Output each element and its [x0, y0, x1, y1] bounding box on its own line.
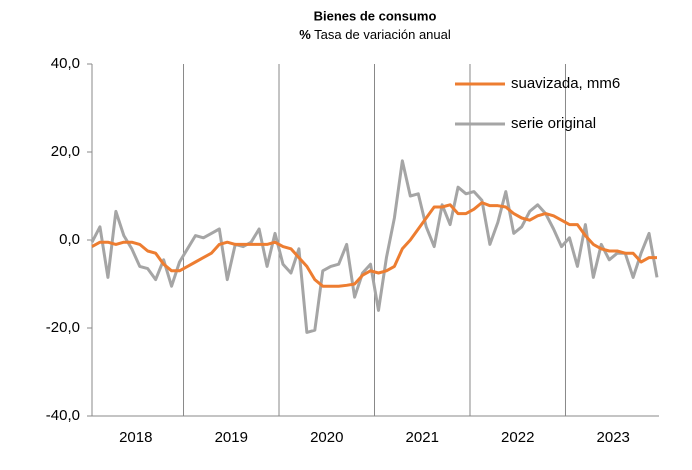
chart-subtitle: % Tasa de variación anual	[299, 27, 451, 42]
chart-title: Bienes de consumo	[314, 8, 437, 23]
y-tick-label: -20,0	[46, 319, 80, 336]
y-tick-label: 0,0	[59, 231, 80, 248]
y-tick-label: -40,0	[46, 407, 80, 424]
x-tick-label: 2019	[215, 429, 248, 446]
x-tick-label: 2023	[597, 429, 630, 446]
subtitle-prefix: %	[299, 27, 311, 42]
legend-label: suavizada, mm6	[511, 75, 620, 92]
x-tick-label: 2022	[501, 429, 534, 446]
legend-label: serie original	[511, 115, 596, 132]
x-tick-label: 2020	[310, 429, 343, 446]
series-line	[90, 159, 659, 334]
y-tick-label: 20,0	[51, 143, 80, 160]
series-line	[91, 201, 657, 288]
subtitle-text: Tasa de variación anual	[314, 27, 451, 42]
x-tick-label: 2018	[119, 429, 152, 446]
x-tick-label: 2021	[406, 429, 439, 446]
y-tick-label: 40,0	[51, 55, 80, 72]
